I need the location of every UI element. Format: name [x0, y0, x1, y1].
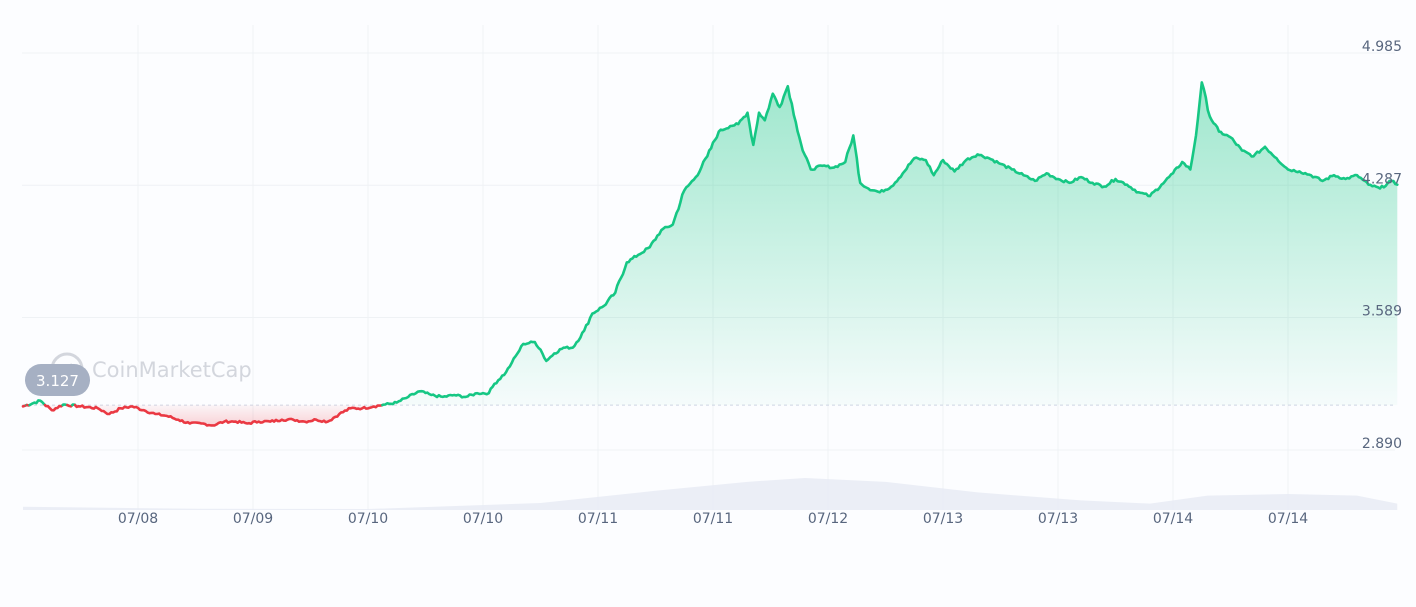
x-tick-label: 07/14: [1153, 511, 1193, 527]
watermark-text: CoinMarketCap: [92, 358, 252, 382]
baseline-price-badge: 3.127: [25, 364, 90, 396]
x-tick-label: 07/11: [578, 511, 618, 527]
y-tick-label: 4.287: [1362, 171, 1402, 187]
x-tick-label: 07/08: [118, 511, 158, 527]
x-tick-label: 07/14: [1268, 511, 1308, 527]
baseline-price-label: 3.127: [36, 372, 79, 390]
x-tick-label: 07/10: [463, 511, 503, 527]
y-tick-label: 2.890: [1362, 436, 1402, 452]
axis-labels: 4.985 4.287 3.589 2.890 07/08 07/09 07/10 07/10…: [118, 39, 1402, 527]
area-fill-down: [75, 405, 383, 426]
x-tick-label: 07/09: [233, 511, 273, 527]
volume-shape: [23, 478, 1398, 510]
line-segment-up: [28, 399, 47, 407]
line-segment-down: [43, 403, 64, 412]
y-tick-label: 3.589: [1362, 304, 1402, 320]
volume-area: [23, 478, 1398, 510]
area-fill-up: [382, 82, 1398, 406]
line-segment-up: [381, 81, 1399, 407]
x-tick-label: 07/12: [808, 511, 848, 527]
y-tick-label: 4.985: [1362, 39, 1402, 55]
x-tick-label: 07/10: [348, 511, 388, 527]
price-line: [21, 81, 1399, 427]
x-tick-label: 07/13: [923, 511, 963, 527]
line-segment-down: [73, 403, 384, 427]
x-tick-label: 07/11: [693, 511, 733, 527]
coinmarketcap-watermark: CoinMarketCap: [50, 352, 252, 386]
x-tick-label: 07/13: [1038, 511, 1078, 527]
